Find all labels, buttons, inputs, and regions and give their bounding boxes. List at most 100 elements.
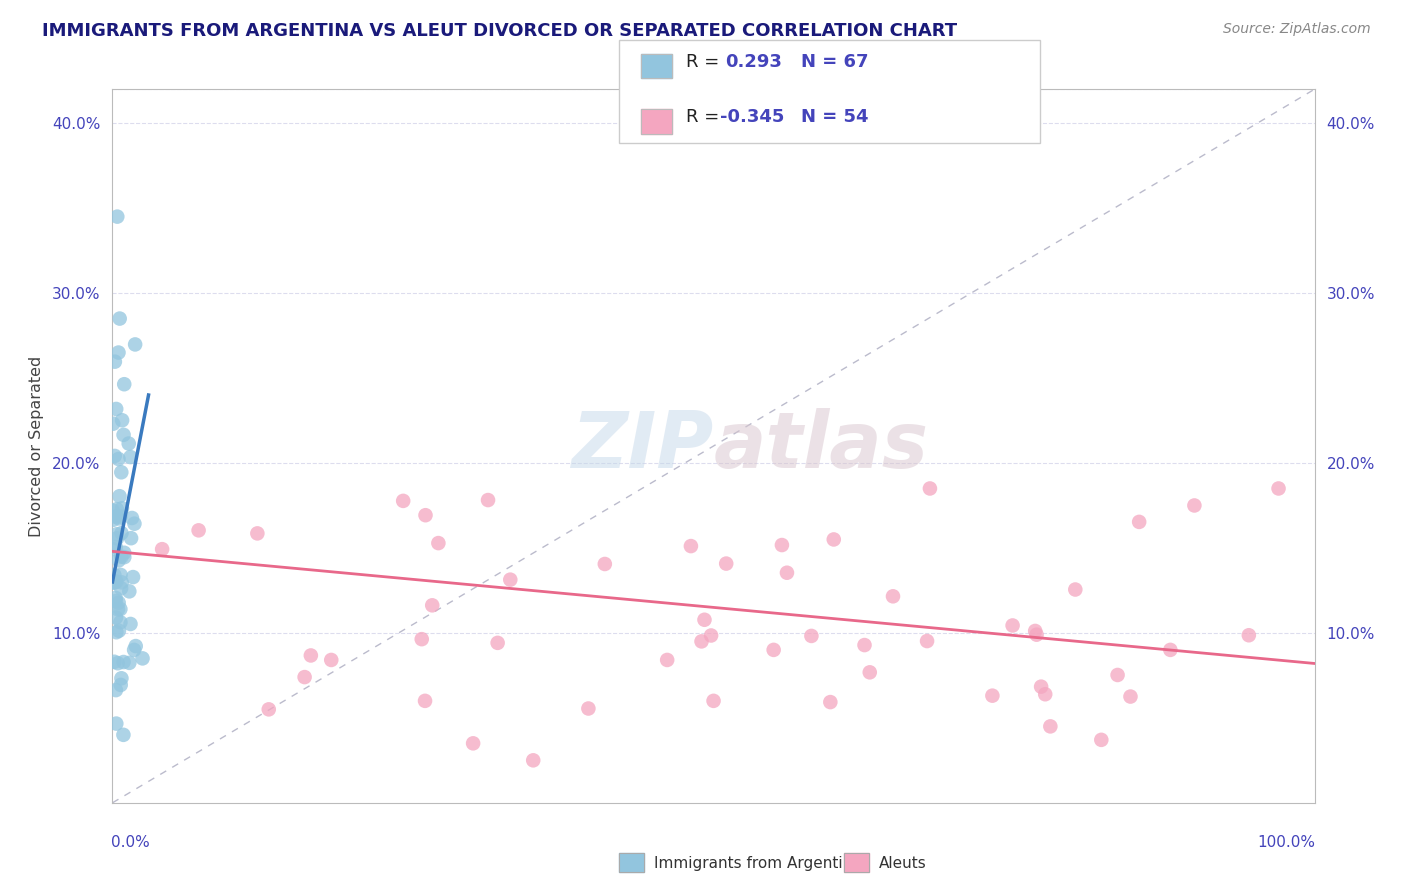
Point	[700, 628, 723, 642]
Point	[392, 494, 415, 508]
Point	[125, 639, 148, 653]
Point	[112, 377, 135, 392]
Point	[118, 584, 141, 599]
Point	[918, 482, 941, 496]
Point	[112, 546, 135, 560]
Point	[110, 509, 132, 524]
Point	[112, 728, 135, 742]
Point	[415, 508, 437, 523]
Point	[111, 575, 134, 590]
Point	[823, 533, 845, 547]
Text: 100.0%: 100.0%	[1258, 835, 1316, 850]
Point	[124, 337, 146, 351]
Point	[981, 689, 1004, 703]
Point	[461, 736, 484, 750]
Point	[101, 503, 124, 517]
Point	[1237, 628, 1260, 642]
Point	[101, 575, 124, 590]
Point	[413, 694, 436, 708]
Point	[1184, 499, 1206, 513]
Point	[110, 526, 132, 541]
Point	[110, 568, 132, 582]
Point	[690, 634, 713, 648]
Point	[105, 502, 128, 516]
Point	[107, 345, 129, 359]
Point	[593, 557, 616, 571]
Point	[104, 509, 127, 524]
Point	[110, 549, 132, 564]
Point	[1267, 482, 1289, 496]
Point	[420, 599, 443, 613]
Point	[122, 570, 145, 584]
Point	[820, 695, 842, 709]
Point	[800, 629, 823, 643]
Point	[107, 657, 129, 671]
Point	[1090, 732, 1112, 747]
Point	[110, 678, 132, 692]
Point	[716, 557, 738, 571]
Point	[1001, 618, 1024, 632]
Point	[120, 531, 142, 545]
Point	[104, 354, 127, 368]
Point	[104, 594, 127, 608]
Point	[693, 613, 716, 627]
Point	[101, 513, 124, 527]
Text: Immigrants from Argentina: Immigrants from Argentina	[654, 856, 862, 871]
Text: Source: ZipAtlas.com: Source: ZipAtlas.com	[1223, 22, 1371, 37]
Point	[1033, 687, 1056, 701]
Point	[107, 452, 129, 467]
Point	[882, 590, 904, 604]
Point	[108, 624, 131, 638]
Point	[108, 511, 131, 525]
Point	[853, 638, 876, 652]
Point	[108, 311, 131, 326]
Point	[101, 417, 124, 431]
Point	[112, 550, 135, 565]
Point	[104, 540, 127, 554]
Point	[770, 538, 793, 552]
Point	[294, 670, 316, 684]
Point	[915, 634, 938, 648]
Point	[1119, 690, 1142, 704]
Point	[679, 539, 702, 553]
Text: 0.293: 0.293	[725, 53, 782, 70]
Point	[124, 516, 146, 531]
Text: N = 67: N = 67	[801, 53, 869, 70]
Point	[103, 655, 125, 669]
Point	[107, 596, 129, 610]
Point	[499, 573, 522, 587]
Point	[105, 716, 128, 731]
Point	[103, 542, 125, 557]
Point	[1159, 643, 1181, 657]
Point	[118, 436, 141, 450]
Point	[299, 648, 322, 663]
Point	[122, 643, 145, 657]
Text: 0.0%: 0.0%	[111, 835, 150, 850]
Point	[1024, 624, 1046, 638]
Point	[110, 581, 132, 595]
Point	[1128, 515, 1150, 529]
Point	[776, 566, 799, 580]
Text: IMMIGRANTS FROM ARGENTINA VS ALEUT DIVORCED OR SEPARATED CORRELATION CHART: IMMIGRANTS FROM ARGENTINA VS ALEUT DIVOR…	[42, 22, 957, 40]
Point	[859, 665, 882, 680]
Point	[105, 574, 128, 589]
Point	[427, 536, 450, 550]
Point	[105, 401, 128, 416]
Text: R =: R =	[686, 53, 725, 70]
Point	[105, 531, 128, 545]
Text: ZIP: ZIP	[571, 408, 713, 484]
Point	[110, 671, 132, 685]
Point	[120, 450, 142, 464]
Point	[105, 625, 128, 640]
Point	[111, 501, 134, 516]
Point	[121, 511, 143, 525]
Point	[107, 553, 129, 567]
Point	[103, 575, 125, 590]
Point	[522, 753, 544, 767]
Point	[104, 683, 127, 698]
Point	[1107, 668, 1129, 682]
Point	[110, 602, 132, 616]
Text: R =: R =	[686, 108, 725, 126]
Point	[411, 632, 433, 647]
Point	[576, 701, 599, 715]
